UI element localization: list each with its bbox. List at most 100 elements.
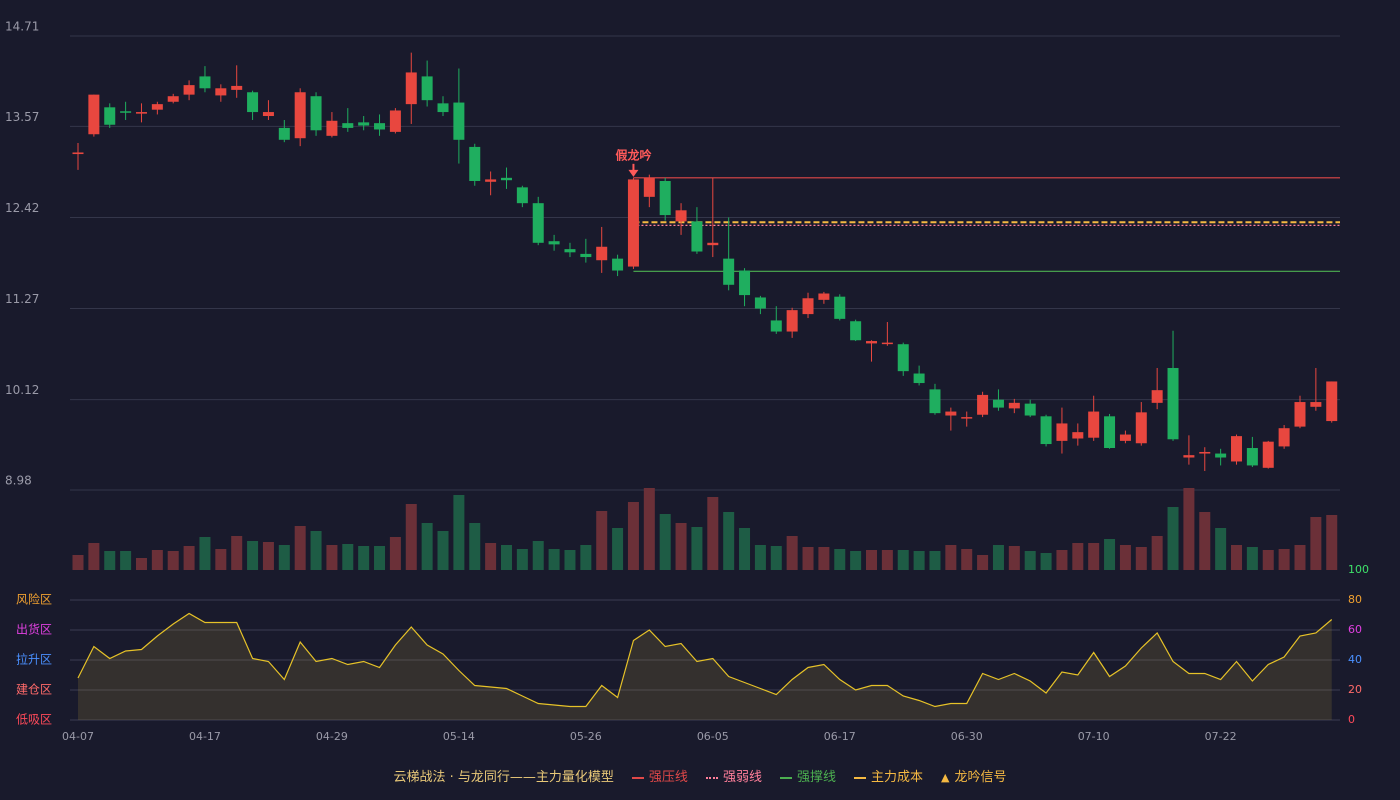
candle-body xyxy=(866,341,877,344)
volume-bar xyxy=(881,550,893,570)
volume-bar xyxy=(120,551,132,570)
volume-bar xyxy=(294,526,306,570)
candle-body xyxy=(659,180,671,216)
volume-bar xyxy=(215,549,227,570)
candle-body xyxy=(88,94,100,135)
candle-body xyxy=(1056,423,1068,441)
candle-body xyxy=(834,296,846,319)
volume-bar xyxy=(1008,546,1020,570)
oscillator-area xyxy=(78,613,1332,720)
candle-body xyxy=(913,373,925,384)
volume-bar xyxy=(945,545,957,570)
candle-body xyxy=(437,103,449,113)
candle-body xyxy=(770,320,782,332)
volume-bar xyxy=(326,545,338,570)
volume-bar xyxy=(850,551,862,570)
x-tick-label: 06-05 xyxy=(697,730,729,743)
volume-bar xyxy=(485,543,497,570)
candle-body xyxy=(1278,428,1290,447)
volume-bar xyxy=(548,549,560,570)
candle-body xyxy=(151,104,163,110)
candle-body xyxy=(199,76,211,89)
volume-bar xyxy=(1056,550,1068,570)
y2-tick-label: 20 xyxy=(1348,683,1362,696)
y2-tick-label: 40 xyxy=(1348,653,1362,666)
volume-bar xyxy=(1215,528,1227,570)
candle-body xyxy=(262,112,274,117)
volume-bar xyxy=(88,543,100,570)
volume-bar xyxy=(135,558,147,570)
volume-bar xyxy=(151,550,163,570)
legend-marker xyxy=(779,776,792,779)
candle-body xyxy=(754,297,766,309)
volume-bar xyxy=(199,537,211,570)
candle-body xyxy=(707,242,719,246)
zone-label: 建仓区 xyxy=(16,683,52,697)
y-tick-label: 11.27 xyxy=(5,292,39,306)
x-tick-label: 04-17 xyxy=(189,730,221,743)
candle-body xyxy=(1151,390,1163,403)
volume-bar xyxy=(929,551,941,570)
zone-label: 风险区 xyxy=(16,592,52,607)
volume-bar xyxy=(72,555,84,570)
volume-bar xyxy=(1167,507,1179,570)
signal-arrow-head xyxy=(628,169,639,177)
volume-bar xyxy=(1151,536,1163,570)
candle-body xyxy=(1119,434,1131,441)
candle-body xyxy=(548,241,560,245)
volume-bar xyxy=(786,536,798,570)
y-tick-label: 10.12 xyxy=(5,383,39,397)
legend-item: 强压线 xyxy=(631,766,688,785)
volume-bar xyxy=(453,495,465,570)
volume-bar xyxy=(992,545,1004,570)
volume-bar xyxy=(437,531,449,570)
volume-bar xyxy=(643,488,655,570)
volume-bar xyxy=(278,545,290,570)
legend-marker: ▲ xyxy=(940,771,950,784)
candle-body xyxy=(500,177,512,181)
volume-bar xyxy=(580,545,592,570)
candle-body xyxy=(247,92,259,113)
candle-body xyxy=(405,72,417,105)
candle-body xyxy=(1326,381,1338,422)
volume-bar xyxy=(389,537,401,570)
candle-body xyxy=(1199,451,1211,454)
x-tick-label: 07-22 xyxy=(1205,730,1237,743)
candle-body xyxy=(1040,416,1052,445)
candle-body xyxy=(596,246,608,261)
y-tick-label: 13.57 xyxy=(5,110,39,124)
volume-bar xyxy=(866,550,877,570)
legend-item-text: 强撑线 xyxy=(796,770,836,785)
volume-bar xyxy=(1231,545,1243,570)
volume-bar xyxy=(707,497,719,570)
volume-bar xyxy=(818,547,830,570)
x-tick-label: 07-10 xyxy=(1078,730,1110,743)
volume-bar xyxy=(1104,539,1116,570)
legend-item: 主力成本 xyxy=(853,766,923,785)
candle-body xyxy=(881,342,893,345)
candle-body xyxy=(1104,416,1116,449)
candle-body xyxy=(1167,367,1179,440)
volume-bar xyxy=(627,502,639,570)
candle-body xyxy=(1294,402,1306,427)
zone-label: 出货区 xyxy=(16,622,52,637)
legend-item: 强撑线 xyxy=(779,766,836,785)
legend-item-text: 主力成本 xyxy=(870,770,923,785)
candle-body xyxy=(374,123,386,130)
oscillator-line xyxy=(77,612,1333,708)
signal-label: 假龙吟 xyxy=(615,147,651,162)
volume-bar xyxy=(183,546,195,570)
candle-body xyxy=(389,110,401,132)
candle-body xyxy=(278,127,290,140)
volume-bar xyxy=(1183,488,1195,570)
candle-body xyxy=(1215,453,1227,458)
candle-body xyxy=(1008,402,1020,409)
candle-body xyxy=(294,92,306,139)
volume-bar xyxy=(1072,543,1084,570)
legend-item-text: 强压线 xyxy=(648,770,688,785)
candle-body xyxy=(627,179,639,267)
chart: 8.98 10.12 11.27 12.42 13.57 14.71 假龙吟 0 20 40 60 8… xyxy=(5,20,1369,744)
volume-bar xyxy=(1278,549,1290,570)
volume-bar xyxy=(834,549,846,570)
y2-tick-label: 80 xyxy=(1348,593,1362,606)
